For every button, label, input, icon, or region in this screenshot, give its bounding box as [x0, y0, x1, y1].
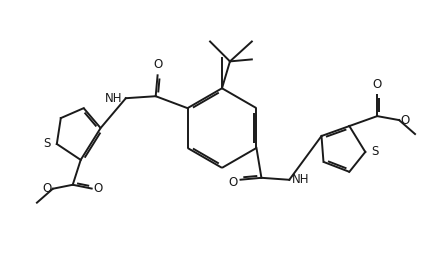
Text: O: O [42, 182, 52, 195]
Text: O: O [400, 114, 409, 126]
Text: O: O [153, 58, 162, 71]
Text: O: O [229, 176, 237, 189]
Text: S: S [43, 138, 51, 150]
Text: O: O [94, 182, 103, 195]
Text: O: O [373, 78, 382, 91]
Text: NH: NH [105, 92, 123, 105]
Text: S: S [371, 145, 379, 158]
Text: NH: NH [292, 173, 310, 186]
